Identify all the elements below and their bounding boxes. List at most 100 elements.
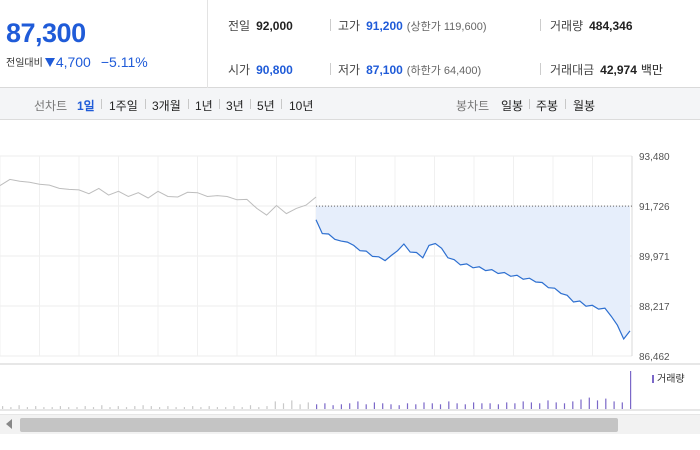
candle-tab-daily[interactable]: 일봉 [501, 99, 524, 113]
change-value: 4,700 [55, 54, 91, 70]
stock-summary-panel: 87,300 전일대비 4,700 −5.11% 전일 92,000 고가 91,200… [0, 0, 700, 88]
candle-chart-label: 봉차트 [456, 99, 490, 113]
volume-bar [59, 406, 61, 409]
period-tab-1y[interactable]: 1년 [195, 99, 213, 113]
volume-bar [423, 402, 425, 409]
stat-trade-amount: 거래대금 42,974 백만 [550, 61, 663, 78]
volume-bar [464, 404, 466, 410]
period-tab-5y[interactable]: 5년 [257, 99, 275, 113]
volume-bar [506, 402, 508, 409]
volume-bar [406, 403, 409, 409]
volume-bar [291, 400, 293, 409]
volume-bar [10, 407, 12, 409]
volume-bar [555, 402, 557, 409]
volume-bar [324, 403, 326, 409]
volume-bar [216, 407, 218, 409]
period-tab-1d[interactable]: 1일 [77, 99, 95, 113]
y-tick-label: 89,971 [639, 252, 670, 263]
volume-bar [390, 404, 392, 410]
stat-value: 484,346 [589, 19, 633, 33]
stat-value: 42,974 [600, 63, 637, 77]
volume-bar [258, 407, 260, 409]
period-tab-1w[interactable]: 1주일 [109, 99, 138, 113]
volume-bar [84, 406, 86, 409]
divider [565, 99, 566, 109]
chart-toolbar: 선차트 1일 1주일 3개월 1년 3년 5년 10년 봉차트 일봉 주봉 월봉 [0, 88, 700, 120]
stat-label: 고가 [338, 19, 361, 33]
divider [330, 19, 331, 31]
volume-bar [630, 371, 632, 409]
period-tab-3y[interactable]: 3년 [226, 99, 244, 113]
volume-bar [51, 407, 53, 409]
volume-bar [192, 406, 194, 409]
volume-bar [175, 407, 177, 409]
volume-bar [150, 406, 152, 409]
volume-bar [26, 407, 28, 409]
volume-bar [134, 406, 136, 409]
volume-bar [613, 401, 615, 409]
volume-bar [299, 404, 301, 410]
volume-bar [448, 401, 450, 409]
y-tick-label: 88,217 [639, 302, 670, 313]
volume-bar [167, 406, 169, 409]
volume-bar [183, 407, 185, 409]
volume-bar [563, 403, 566, 409]
volume-legend-label: 거래량 [657, 373, 685, 385]
today-fill-area [316, 206, 630, 339]
volume-bar [249, 405, 252, 409]
change-percent: −5.11% [100, 54, 148, 70]
volume-bar [43, 407, 45, 409]
volume-bar [580, 399, 582, 409]
period-tab-3m[interactable]: 3개월 [152, 99, 181, 113]
stat-label: 거래량 [550, 19, 584, 33]
stat-open: 시가 90,800 [228, 61, 293, 78]
volume-bar [316, 404, 318, 410]
volume-bar [497, 404, 499, 410]
chart-scrollbar-thumb[interactable] [20, 418, 618, 432]
volume-bar [596, 400, 599, 409]
volume-bar [349, 403, 351, 409]
period-tab-10y[interactable]: 10년 [289, 99, 314, 113]
volume-bar [382, 403, 384, 409]
volume-bar [35, 406, 37, 409]
volume-bar [456, 403, 458, 409]
volume-bar [117, 406, 119, 409]
volume-bar [332, 405, 334, 409]
volume-bar [522, 401, 524, 409]
candle-tab-weekly[interactable]: 주봉 [536, 99, 559, 113]
divider [145, 99, 146, 109]
volume-legend-swatch [652, 375, 654, 383]
volume-bar [159, 407, 161, 409]
volume-bar [125, 407, 128, 409]
stat-unit: 백만 [640, 63, 663, 77]
stat-label: 저가 [338, 63, 361, 77]
volume-bar [398, 405, 400, 409]
volume-bar [208, 406, 210, 409]
volume-bar [473, 402, 475, 409]
lower-limit: (하한가 64,400) [406, 65, 482, 77]
volume-legend: 거래량 [652, 373, 685, 385]
intraday-chart[interactable]: 93,480 91,726 89,971 88,217 86,462 거래량 [0, 120, 700, 450]
divider [250, 99, 251, 109]
line-chart-label: 선차트 [34, 99, 68, 113]
divider [540, 19, 541, 31]
today-price-line [315, 219, 631, 341]
volume-bar [439, 404, 442, 410]
previous-day-line [0, 178, 317, 216]
candle-tab-monthly[interactable]: 월봉 [573, 99, 596, 113]
volume-bar [282, 403, 285, 409]
volume-bar [539, 403, 541, 409]
volume-bar [481, 403, 483, 409]
volume-bar [241, 407, 243, 409]
y-tick-label: 91,726 [639, 202, 670, 213]
price-chart-area[interactable]: 93,480 91,726 89,971 88,217 86,462 거래량 [0, 120, 700, 450]
stat-low: 저가 87,100 (하한가 64,400) [338, 61, 481, 78]
volume-bar [233, 406, 235, 409]
volume-bar [621, 402, 623, 409]
stat-value: 87,100 [366, 63, 403, 77]
volume-bar [514, 403, 516, 409]
stat-label: 시가 [228, 63, 251, 77]
divider [281, 99, 282, 109]
volume-bar [200, 407, 202, 409]
scroll-left-icon[interactable] [6, 419, 12, 429]
